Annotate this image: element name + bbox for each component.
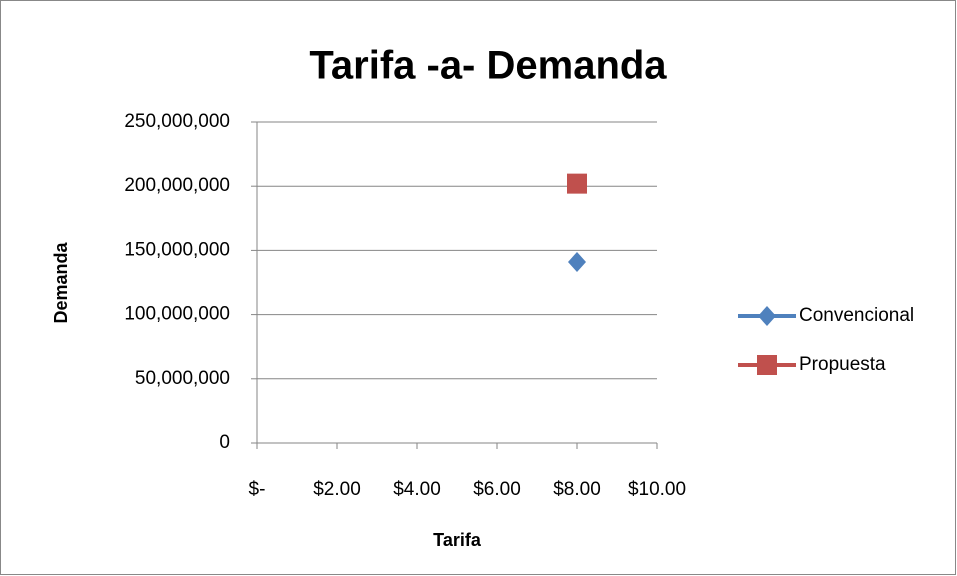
x-tick-label: $8.00 [553, 479, 601, 500]
x-tick-label: $4.00 [393, 479, 441, 500]
data-point [568, 251, 586, 272]
x-tick-label: $10.00 [628, 479, 686, 500]
legend-marker [758, 306, 776, 326]
x-tick-label: $6.00 [473, 479, 521, 500]
legend-label: Propuesta [799, 354, 886, 375]
x-axis-title: Tarifa [433, 530, 482, 550]
y-axis-title: Demanda [51, 242, 71, 324]
x-tick-label: $2.00 [313, 479, 361, 500]
data-point [567, 173, 587, 194]
chart-title: Tarifa -a- Demanda [309, 44, 667, 88]
legend-label: Convencional [799, 305, 914, 326]
y-tick-label: 200,000,000 [124, 175, 230, 196]
x-tick-label: $- [249, 479, 266, 500]
y-tick-label: 100,000,000 [124, 304, 230, 325]
y-tick-label: 150,000,000 [124, 239, 230, 260]
y-tick-label: 50,000,000 [135, 368, 230, 389]
y-tick-label: 250,000,000 [124, 111, 230, 132]
legend-marker [757, 355, 777, 375]
y-tick-label: 0 [219, 432, 230, 453]
